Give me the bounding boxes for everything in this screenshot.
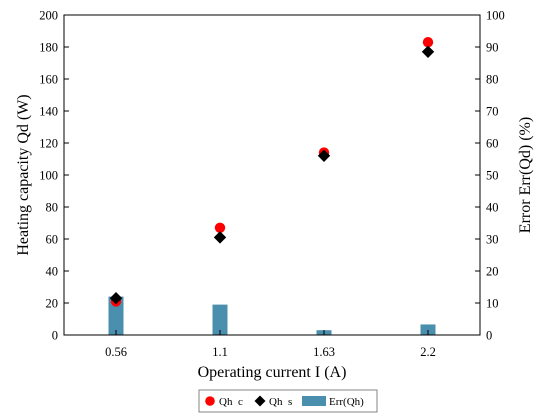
y-left-tick-label: 180: [39, 41, 58, 55]
y-left-tick-label: 200: [39, 9, 58, 23]
y-axis-right-title: Error Err(Qd) (%): [517, 117, 534, 233]
y-right-tick-label: 40: [486, 201, 499, 215]
axis-ticks: 0 20 40 60 80 100 120 140 160 180 200 0 10 20 30 40 50 60…: [39, 9, 505, 360]
marker-series: [109, 37, 435, 307]
y-left-tick-label: 20: [46, 297, 59, 311]
legend-box: [198, 389, 378, 413]
legend-label: Qh s: [269, 396, 292, 408]
plot-frame: [63, 14, 481, 336]
y-right-tick-label: 90: [486, 41, 499, 55]
y-right-tick-label: 0: [486, 329, 492, 343]
legend: Qh c Qh s Err(Qh): [198, 389, 378, 413]
y-left-tick-label: 160: [39, 73, 58, 87]
simulated-point: [213, 231, 227, 244]
x-axis-title: Operating current I (A): [198, 364, 347, 381]
y-right-tick-label: 20: [486, 265, 499, 279]
y-right-tick-label: 30: [486, 233, 499, 247]
x-tick-label: 1.63: [313, 345, 335, 359]
simulated-point: [317, 149, 331, 162]
error-bar: [212, 304, 228, 335]
error-bar: [108, 296, 124, 335]
y-left-tick-label: 140: [39, 105, 58, 119]
y-left-tick-label: 120: [39, 137, 58, 151]
legend-swatch-measured: [205, 396, 215, 406]
bar-series: [108, 296, 436, 335]
y-axis-left-title: Heating capacity Qd (W): [15, 94, 32, 255]
y-left-tick-label: 100: [39, 169, 58, 183]
error-bar: [420, 324, 436, 335]
y-right-tick-label: 50: [486, 169, 499, 183]
y-right-tick-label: 60: [486, 137, 499, 151]
y-left-tick-label: 40: [46, 265, 59, 279]
measured-point: [422, 37, 434, 48]
legend-items: Qh c Qh s Err(Qh): [205, 395, 364, 408]
measured-point: [214, 222, 226, 233]
simulated-point: [109, 292, 123, 305]
x-tick-label: 1.1: [212, 345, 228, 359]
y-right-tick-label: 70: [486, 105, 499, 119]
y-left-tick-label: 0: [52, 329, 58, 343]
x-tick-label: 2.2: [420, 345, 436, 359]
x-tick-label: 0.56: [105, 345, 127, 359]
y-right-tick-label: 10: [486, 297, 499, 311]
legend-label: Err(Qh): [329, 396, 364, 408]
legend-swatch-simulated: [254, 395, 266, 407]
y-right-tick-label: 80: [486, 73, 499, 87]
y-left-tick-label: 80: [46, 201, 59, 215]
legend-label: Qh c: [219, 396, 243, 408]
simulated-point: [421, 45, 435, 58]
legend-swatch-error: [302, 396, 326, 406]
y-right-tick-label: 100: [486, 9, 505, 23]
y-left-tick-label: 60: [46, 233, 59, 247]
